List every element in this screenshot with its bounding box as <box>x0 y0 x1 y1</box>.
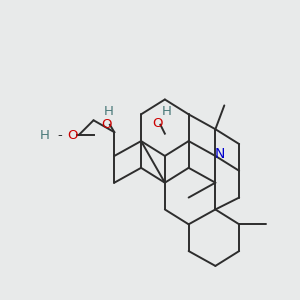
Text: N: N <box>215 148 225 161</box>
Text: -: - <box>57 129 62 142</box>
Text: H: H <box>40 129 50 142</box>
Text: H: H <box>103 105 113 118</box>
Text: O: O <box>68 129 78 142</box>
Text: H: H <box>161 105 171 118</box>
Text: O: O <box>102 118 112 131</box>
Text: O: O <box>152 117 163 130</box>
